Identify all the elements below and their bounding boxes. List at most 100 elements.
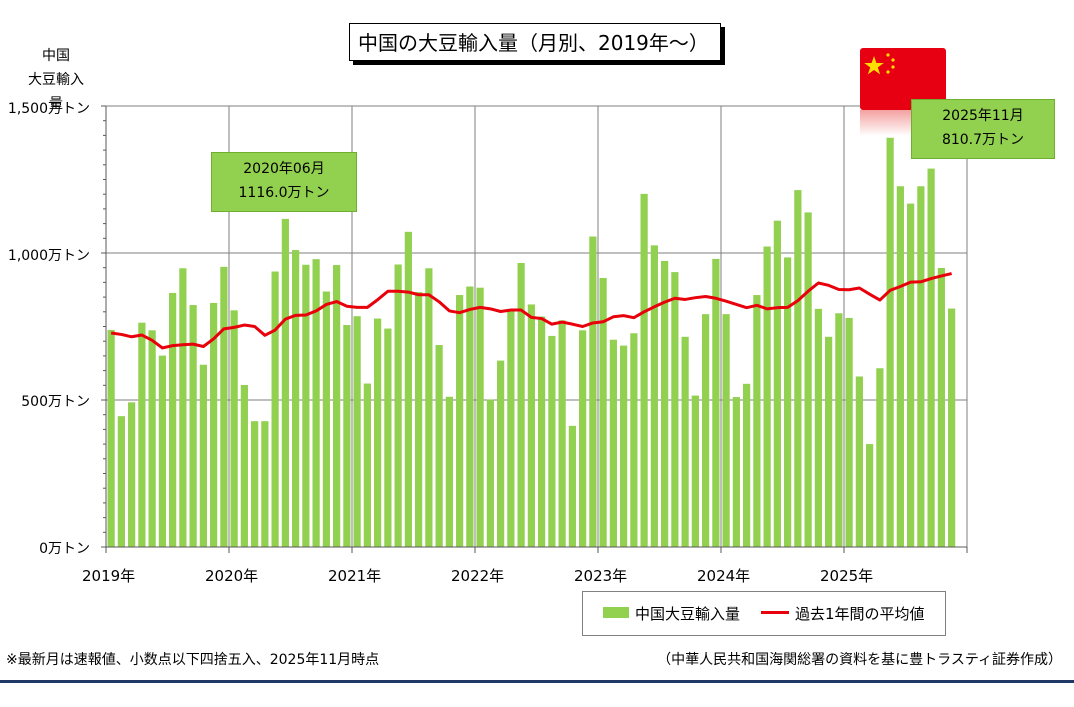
footnote: ※最新月は速報値、小数点以下四捨五入、2025年11月時点 xyxy=(6,652,380,668)
x-tick-label-2024: 2024年 xyxy=(697,567,751,585)
bar-43 xyxy=(548,335,556,547)
bar-20 xyxy=(312,259,320,547)
bar-25 xyxy=(363,383,371,547)
y-axis-label: 中国 大豆輸入量 xyxy=(22,44,90,116)
bar-19 xyxy=(302,264,310,547)
bar-61 xyxy=(732,397,740,547)
callout-2020-06: 2020年06月 1116.0万トン xyxy=(211,152,357,212)
bar-67 xyxy=(794,190,802,547)
bar-63 xyxy=(753,295,761,547)
x-tick-label-2020: 2020年 xyxy=(205,567,259,585)
y-axis-label-line-1: 中国 xyxy=(42,48,70,64)
callout-2025-11: 2025年11月 810.7万トン xyxy=(911,99,1055,159)
bar-38 xyxy=(497,360,505,547)
bar-76 xyxy=(886,137,894,547)
legend-line-swatch xyxy=(761,611,789,614)
bar-0 xyxy=(107,330,115,547)
bar-78 xyxy=(907,203,915,548)
bar-9 xyxy=(199,364,207,547)
bar-64 xyxy=(763,246,771,547)
x-tick-label-2022: 2022年 xyxy=(451,567,505,585)
chart-title: 中国の大豆輸入量（月別、2019年～） xyxy=(349,23,721,61)
bar-82 xyxy=(948,308,956,547)
x-tick-label-2025: 2025年 xyxy=(820,567,874,585)
bar-59 xyxy=(712,258,720,547)
bar-16 xyxy=(271,271,279,547)
bar-18 xyxy=(292,250,300,547)
bar-44 xyxy=(558,320,566,547)
chart-legend: 中国大豆輸入量 過去1年間の平均値 xyxy=(582,591,946,636)
bar-74 xyxy=(866,444,874,547)
bar-30 xyxy=(415,292,423,547)
average-line xyxy=(110,272,952,350)
bar-27 xyxy=(384,328,392,547)
bar-6 xyxy=(169,292,177,547)
bar-4 xyxy=(148,330,156,547)
bar-68 xyxy=(804,212,812,547)
bar-51 xyxy=(630,333,638,547)
china-flag-icon xyxy=(860,48,946,110)
bar-29 xyxy=(404,231,412,547)
bar-47 xyxy=(589,236,597,548)
legend-line-label: 過去1年間の平均値 xyxy=(795,605,925,623)
callout-2025-11-date: 2025年11月 xyxy=(942,108,1024,124)
bar-12 xyxy=(230,310,238,547)
legend-bar-swatch xyxy=(603,607,629,618)
callout-2020-06-date: 2020年06月 xyxy=(243,161,325,177)
bar-48 xyxy=(599,277,607,547)
callout-2020-06-value: 1116.0万トン xyxy=(238,185,330,201)
bar-55 xyxy=(671,272,679,547)
bar-73 xyxy=(855,376,863,547)
bar-35 xyxy=(466,286,474,547)
bar-37 xyxy=(486,399,494,547)
bar-77 xyxy=(896,186,904,547)
bar-50 xyxy=(620,345,628,547)
bar-11 xyxy=(220,266,228,547)
bar-70 xyxy=(825,336,833,547)
bar-5 xyxy=(158,355,166,547)
bar-60 xyxy=(722,314,730,547)
bar-52 xyxy=(640,193,648,547)
bar-58 xyxy=(702,314,710,547)
bar-13 xyxy=(240,385,248,547)
bar-81 xyxy=(937,267,945,547)
bar-69 xyxy=(814,308,822,547)
bar-75 xyxy=(876,368,884,547)
x-tick-label-2023: 2023年 xyxy=(574,567,628,585)
bar-46 xyxy=(579,330,587,547)
bar-10 xyxy=(210,302,218,547)
source-note: （中華人民共和国海関総署の資料を基に豊トラスティ証券作成） xyxy=(657,652,1062,668)
y-axis-label-line-2: 大豆輸入量 xyxy=(28,72,84,112)
bar-23 xyxy=(343,325,351,547)
china-flag-stars xyxy=(864,53,895,75)
y-tick-label-1500: 1,500万トン xyxy=(7,101,90,117)
bar-57 xyxy=(691,395,699,547)
average-line-series xyxy=(110,272,952,350)
y-tick-label-0: 0万トン xyxy=(39,541,90,557)
x-tick-label-2021: 2021年 xyxy=(328,567,382,585)
bar-24 xyxy=(353,316,361,547)
bar-71 xyxy=(835,313,843,547)
bar-33 xyxy=(445,396,453,547)
x-tick-label-2019: 2019年 xyxy=(82,567,136,585)
bar-39 xyxy=(507,310,515,547)
bar-17 xyxy=(281,218,289,547)
plot-grid xyxy=(106,105,968,547)
bar-80 xyxy=(927,168,935,547)
legend-bar-label: 中国大豆輸入量 xyxy=(635,605,741,623)
bar-15 xyxy=(261,421,269,547)
y-tick-label-1000: 1,000万トン xyxy=(7,248,90,264)
bottom-rule xyxy=(0,680,1074,683)
bar-14 xyxy=(251,421,259,547)
bar-28 xyxy=(394,264,402,547)
bar-22 xyxy=(333,265,341,547)
bar-7 xyxy=(179,268,187,547)
bar-36 xyxy=(476,287,484,547)
bar-41 xyxy=(527,304,535,547)
bar-45 xyxy=(568,425,576,547)
bar-series xyxy=(107,137,956,548)
bar-8 xyxy=(189,305,197,547)
plot-axes xyxy=(101,105,968,553)
bar-21 xyxy=(322,291,330,547)
